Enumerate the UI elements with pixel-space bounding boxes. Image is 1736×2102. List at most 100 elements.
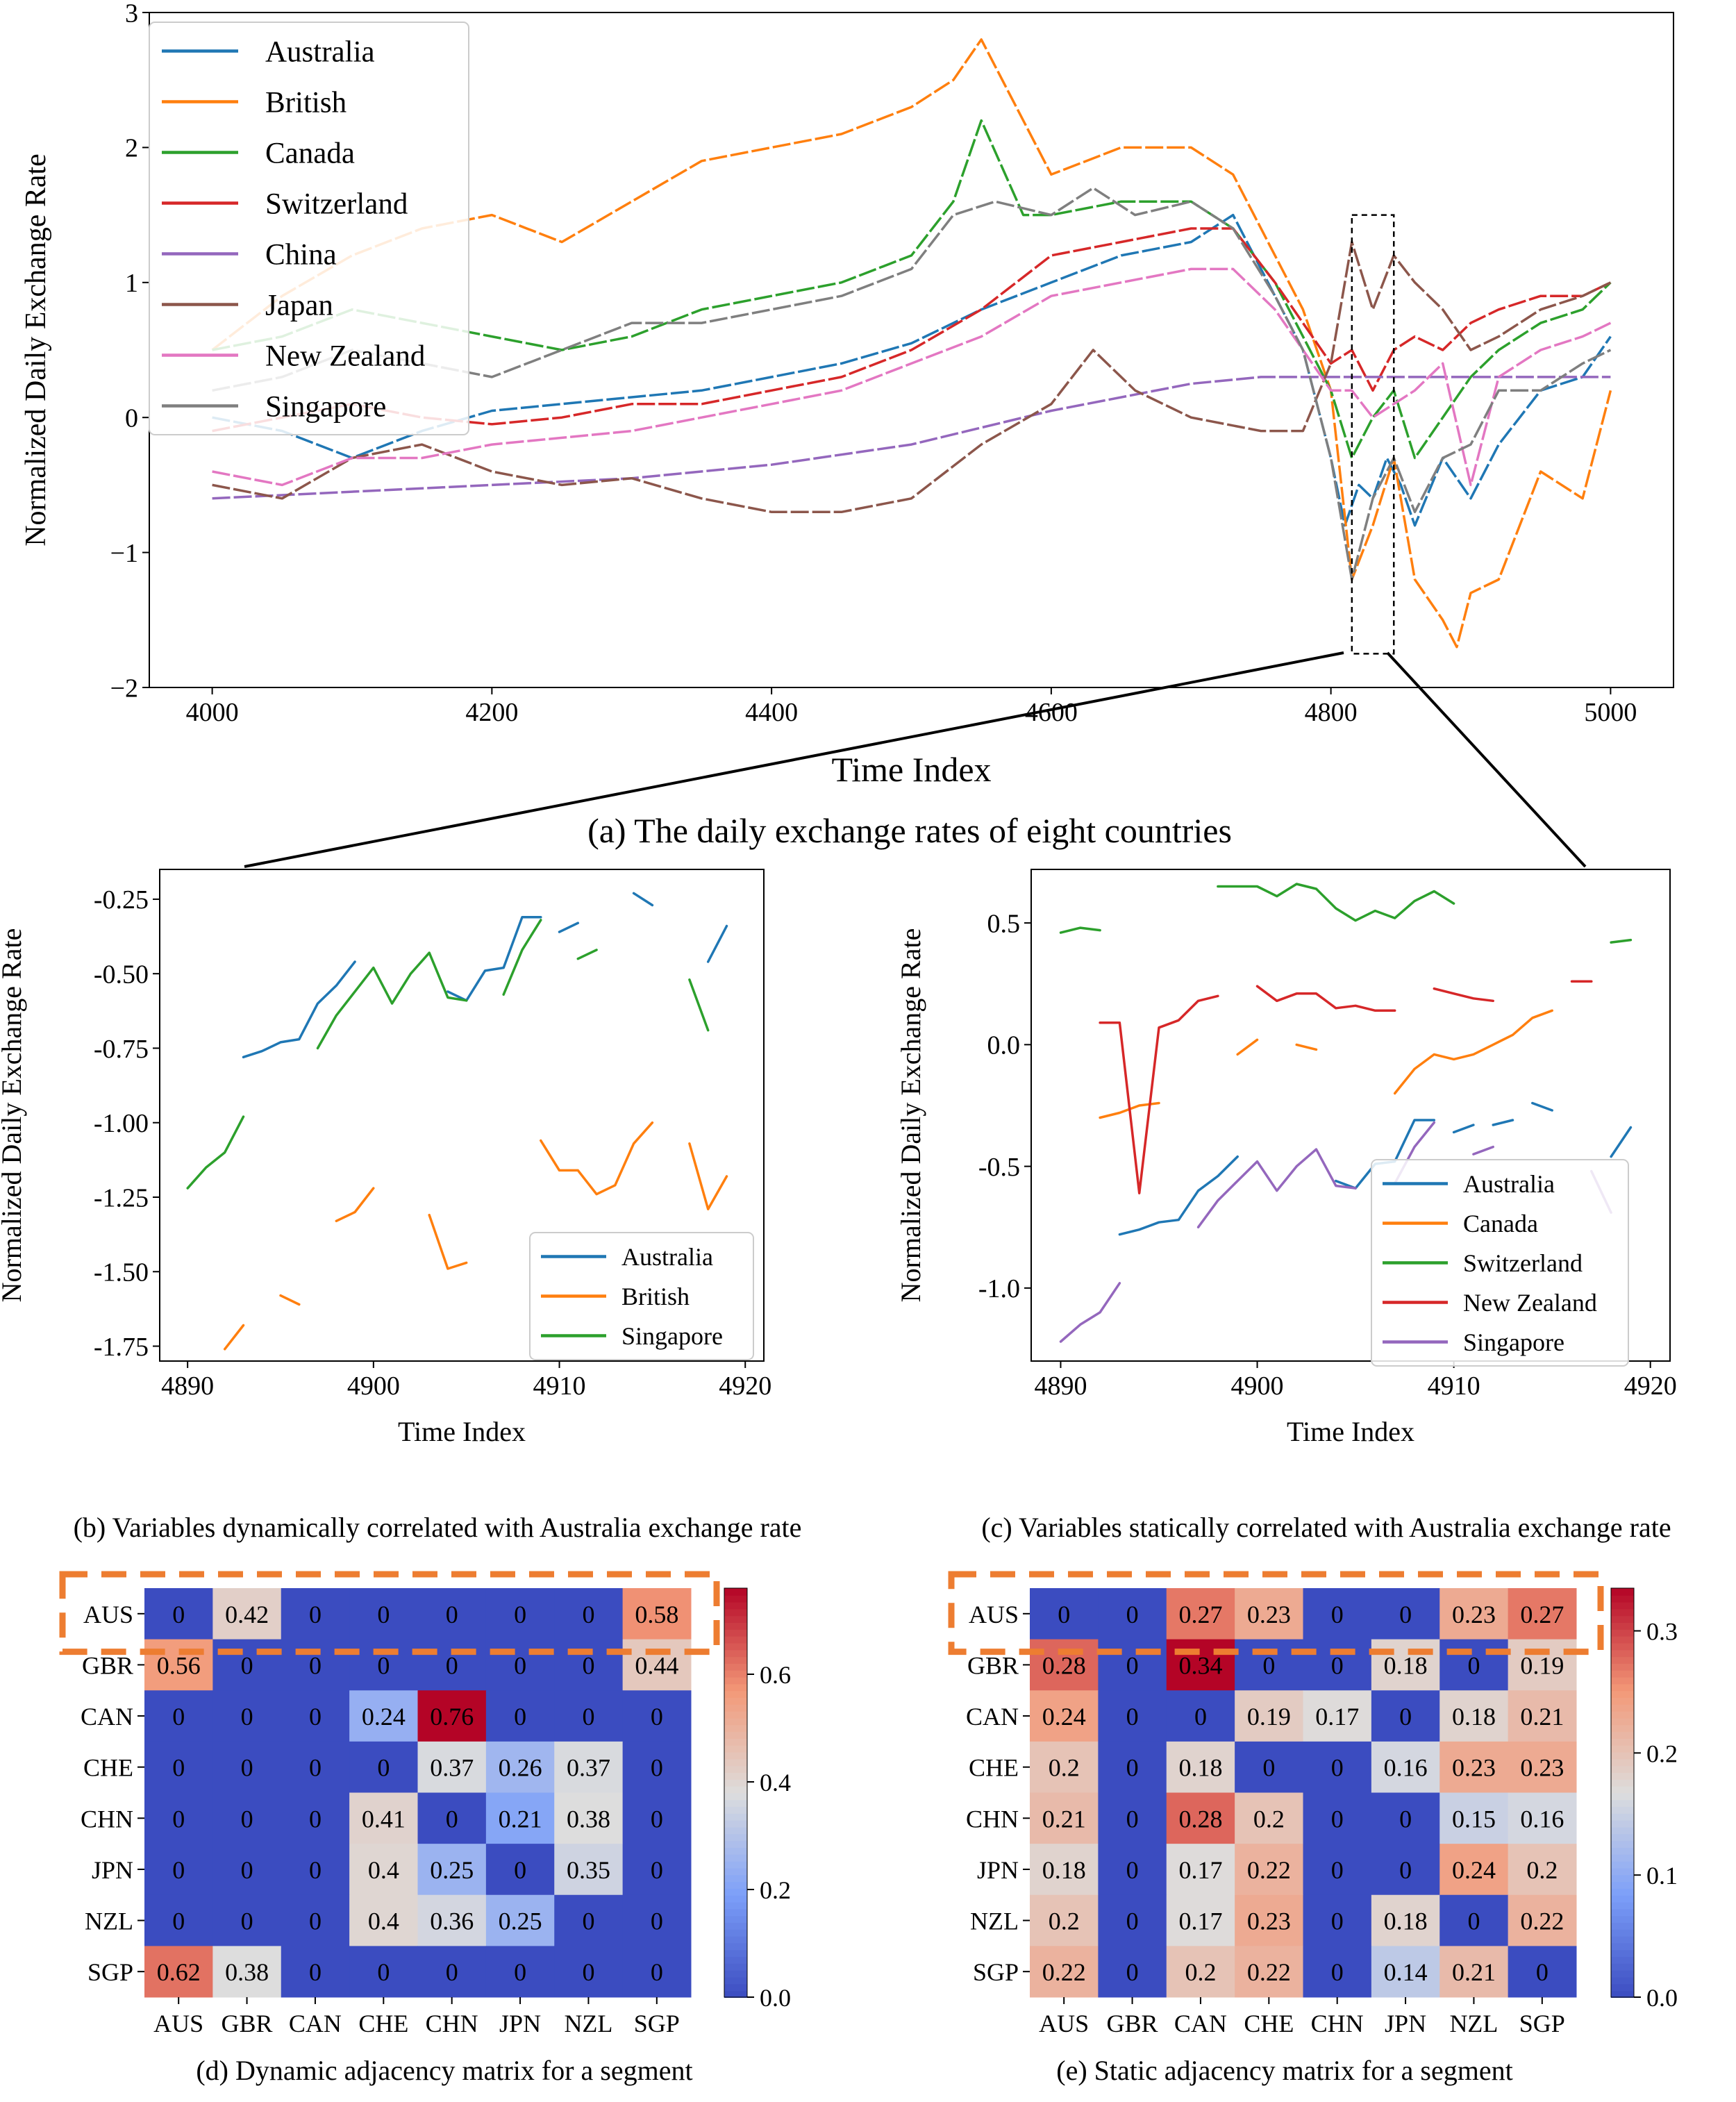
series-british xyxy=(223,1121,728,1351)
heatmap-cell-fill xyxy=(622,1894,692,1946)
heatmap-cell-fill xyxy=(1098,1844,1167,1896)
heatmap-cell: 0.56 xyxy=(144,1639,213,1691)
heatmap-cell-value: 0.18 xyxy=(1178,1754,1222,1782)
heatmap-cell-fill xyxy=(1439,1894,1509,1946)
heatmap-cell: 0 xyxy=(1303,1639,1372,1691)
heatmap-cell: 0.28 xyxy=(1030,1639,1099,1691)
heatmap-cell: 0 xyxy=(349,1741,418,1793)
heatmap-cell-fill xyxy=(417,1690,487,1742)
heatmap-cell-fill xyxy=(212,1741,282,1793)
colorbar-band xyxy=(1611,1751,1634,1760)
heatmap-cell: 0.2 xyxy=(1166,1946,1235,1998)
colorbar-band xyxy=(1611,1908,1634,1917)
heatmap-cell-value: 0 xyxy=(1331,1754,1344,1782)
y-tick-label: 2 xyxy=(125,134,138,163)
colorbar-band xyxy=(724,1608,747,1617)
heatmap-cell: 0 xyxy=(1235,1741,1303,1793)
legend-label: Singapore xyxy=(1463,1328,1564,1356)
row-label: JPN xyxy=(977,1856,1019,1884)
heatmap-cell: 0 xyxy=(1371,1690,1440,1742)
heatmap-cell-fill xyxy=(622,1639,692,1691)
heatmap-cell: 0 xyxy=(417,1639,487,1691)
colorbar-band xyxy=(724,1969,747,1978)
heatmap-cell: 0 xyxy=(1508,1946,1577,1998)
heatmap-cell: 0 xyxy=(1098,1792,1167,1844)
colorbar-band xyxy=(1611,1949,1634,1958)
heatmap-cell-fill xyxy=(1235,1946,1303,1998)
legend-item-australia: Australia xyxy=(541,1243,713,1271)
heatmap-cell: 0.2 xyxy=(1030,1894,1099,1946)
heatmap-cell-value: 0.2 xyxy=(1253,1805,1285,1833)
legend-item-singapore: Singapore xyxy=(541,1322,723,1350)
row-label: AUS xyxy=(969,1601,1019,1628)
colorbar-band xyxy=(724,1615,747,1624)
heatmap-cell-value: 0.23 xyxy=(1247,1601,1291,1628)
heatmap-cell-fill xyxy=(485,1946,555,1998)
y-tick-label: -1.00 xyxy=(94,1109,149,1138)
colorbar-band xyxy=(1611,1874,1634,1883)
heatmap-cell-value: 0.41 xyxy=(362,1805,406,1833)
heatmap-cell: 0 xyxy=(144,1792,213,1844)
x-tick-label: 4000 xyxy=(186,698,239,727)
zoom-connector-right xyxy=(1386,651,1587,868)
heatmap-cell-fill xyxy=(281,1946,350,1998)
legend-label: China xyxy=(265,239,337,272)
heatmap-cell-fill xyxy=(1439,1741,1509,1793)
colorbar-band xyxy=(724,1731,747,1739)
heatmap-cell-value: 0 xyxy=(651,1805,663,1833)
heatmap-cell-fill xyxy=(622,1946,692,1998)
heatmap-cell-fill xyxy=(1508,1588,1577,1640)
legend-item-british: British xyxy=(541,1283,690,1310)
heatmap-cell-fill xyxy=(417,1741,487,1793)
heatmap-cell: 0.15 xyxy=(1439,1792,1509,1844)
heatmap-cell: 0 xyxy=(1030,1588,1099,1640)
colorbar-band xyxy=(1611,1812,1634,1821)
heatmap-cell: 0.37 xyxy=(554,1741,624,1793)
colorbar-band xyxy=(1611,1853,1634,1862)
legend-item-singapore: Singapore xyxy=(162,391,386,424)
heatmap-cell-value: 0 xyxy=(514,1856,526,1884)
heatmap-cell: 0 xyxy=(349,1639,418,1691)
colorbar-band xyxy=(1611,1928,1634,1937)
legend-item-japan: Japan xyxy=(162,290,333,322)
colorbar-band xyxy=(1611,1642,1634,1651)
heatmap-cell-value: 0 xyxy=(309,1703,322,1730)
heatmap-cell: 0 xyxy=(417,1588,487,1640)
heatmap-cell: 0 xyxy=(281,1741,350,1793)
colorbar-band xyxy=(1611,1765,1634,1774)
colorbar-band xyxy=(1611,1744,1634,1753)
heatmap-cell-value: 0 xyxy=(241,1754,253,1782)
heatmap-cell: 0.23 xyxy=(1439,1741,1509,1793)
heatmap-cell: 0.62 xyxy=(144,1946,213,1998)
heatmap-cell-value: 0.22 xyxy=(1042,1958,1086,1986)
series-line-australia xyxy=(1610,1126,1633,1158)
heatmap-cell: 0 xyxy=(1439,1639,1509,1691)
x-tick-label: 4200 xyxy=(465,698,518,727)
heatmap-cell-value: 0.21 xyxy=(499,1805,542,1833)
heatmap-cell-fill xyxy=(1030,1792,1099,1844)
colorbar-band xyxy=(1611,1772,1634,1780)
heatmap-cell-fill xyxy=(1371,1639,1440,1691)
heatmap-cell-fill xyxy=(554,1588,624,1640)
legend-item-australia: Australia xyxy=(1383,1170,1555,1198)
heatmap-cell-fill xyxy=(1371,1844,1440,1896)
heatmap-cell: 0 xyxy=(144,1588,213,1640)
col-label: NZL xyxy=(1449,2010,1498,2037)
col-label: GBR xyxy=(222,2010,273,2037)
heatmap-cell: 0 xyxy=(281,1690,350,1742)
heatmap-cell-value: 0 xyxy=(514,1703,526,1730)
heatmap-cell: 0 xyxy=(144,1844,213,1896)
heatmap-cell-fill xyxy=(1303,1588,1372,1640)
heatmap-cell-value: 0.56 xyxy=(157,1651,201,1679)
heatmap-cell-fill xyxy=(1235,1894,1303,1946)
heatmap-cell-fill xyxy=(1030,1844,1099,1896)
colorbar-band xyxy=(724,1697,747,1705)
heatmap-cell: 0 xyxy=(212,1690,282,1742)
heatmap-cell: 0.25 xyxy=(417,1844,487,1896)
colorbar-band xyxy=(1611,1710,1634,1719)
plot-area xyxy=(211,38,1612,649)
heatmap-cell-value: 0 xyxy=(1126,1601,1139,1628)
zoom-connector-lines xyxy=(244,651,1587,868)
heatmap-cell-value: 0.18 xyxy=(1042,1856,1086,1884)
heatmap-cell: 0.23 xyxy=(1439,1588,1509,1640)
